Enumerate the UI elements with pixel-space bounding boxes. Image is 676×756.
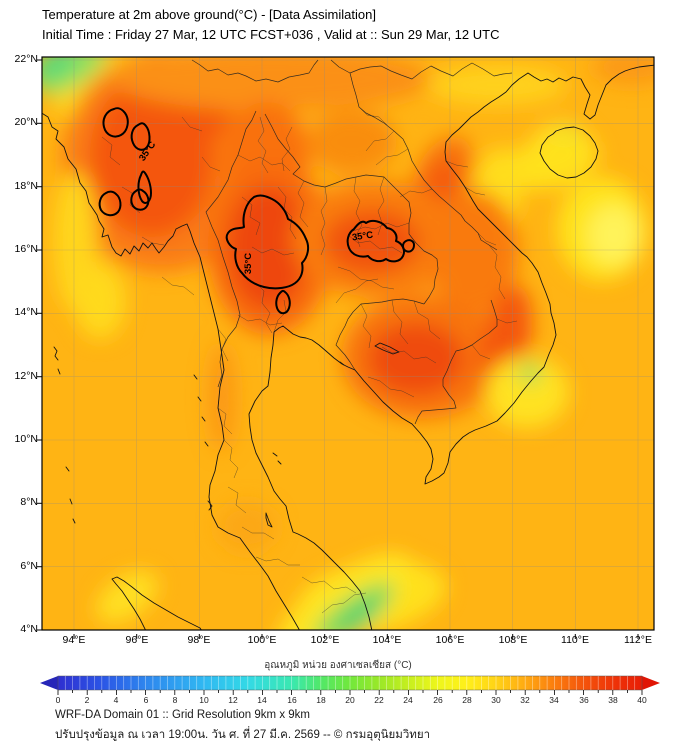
colorbar-tick-label: 16 bbox=[287, 695, 297, 705]
colorbar-tick-label: 0 bbox=[55, 695, 61, 705]
colorbar-tick-label: 4 bbox=[113, 695, 119, 705]
colorbar-tick-label: 22 bbox=[374, 695, 384, 705]
colorbar-tick-label: 40 bbox=[637, 695, 647, 705]
colorbar-left-arrow bbox=[40, 676, 58, 690]
lon-tick-label: 96°E bbox=[125, 634, 149, 646]
lat-tick-label: 18°N bbox=[14, 180, 38, 192]
lat-tick-label: 22°N bbox=[14, 53, 38, 65]
colorbar bbox=[40, 675, 660, 695]
axis-ticks bbox=[37, 59, 639, 639]
colorbar-tick-label: 20 bbox=[345, 695, 355, 705]
colorbar-title: อุณหภูมิ หน่วย องศาเซลเซียส (°C) bbox=[264, 660, 412, 671]
map-frame bbox=[41, 56, 655, 631]
colorbar-tick-label: 6 bbox=[143, 695, 149, 705]
lat-tick-label: 16°N bbox=[14, 243, 38, 255]
colorbar-tick-label: 36 bbox=[579, 695, 589, 705]
colorbar-tick-label: 24 bbox=[403, 695, 413, 705]
colorbar-tick-label: 30 bbox=[491, 695, 501, 705]
colorbar-tick-label: 34 bbox=[549, 695, 559, 705]
lon-tick-label: 106°E bbox=[435, 634, 465, 646]
temperature-field bbox=[42, 57, 654, 630]
lon-tick-label: 112°E bbox=[624, 634, 652, 646]
colorbar-tick-label: 14 bbox=[257, 695, 267, 705]
footer-domain-info: WRF-DA Domain 01 :: Grid Resolution 9km … bbox=[55, 709, 310, 721]
lon-tick-label: 104°E bbox=[372, 634, 402, 646]
contour-label-central-thailand: 35°C bbox=[243, 252, 255, 275]
lon-tick-label: 94°E bbox=[62, 634, 86, 646]
colorbar-tick-label: 2 bbox=[84, 695, 90, 705]
lat-tick-label: 8°N bbox=[20, 496, 38, 508]
lon-tick-label: 110°E bbox=[561, 634, 589, 646]
colorbar-tick-label: 18 bbox=[316, 695, 326, 705]
colorbar-tick-label: 12 bbox=[228, 695, 238, 705]
colorbar-tick-label: 26 bbox=[433, 695, 443, 705]
lat-tick-label: 14°N bbox=[14, 306, 38, 318]
lon-tick-label: 102°E bbox=[310, 634, 340, 646]
contour-35c bbox=[98, 107, 415, 315]
page-title: Temperature at 2m above ground(°C) - [Da… bbox=[42, 7, 376, 22]
colorbar-tick-label: 32 bbox=[520, 695, 530, 705]
grid-lines bbox=[42, 57, 654, 630]
lon-tick-label: 98°E bbox=[187, 634, 211, 646]
colorbar-tick-label: 10 bbox=[199, 695, 209, 705]
lon-tick-label: 108°E bbox=[498, 634, 528, 646]
footer-update-info: ปรับปรุงข้อมูล ณ เวลา 19:00น. วัน ศ. ที่… bbox=[55, 729, 431, 741]
colorbar-tick-label: 8 bbox=[172, 695, 178, 705]
lat-tick-label: 4°N bbox=[20, 623, 38, 635]
lon-tick-label: 100°E bbox=[247, 634, 277, 646]
page-subtitle: Initial Time : Friday 27 Mar, 12 UTC FCS… bbox=[42, 27, 500, 42]
coastlines bbox=[42, 64, 654, 630]
lat-tick-label: 12°N bbox=[14, 370, 38, 382]
colorbar-right-arrow bbox=[642, 676, 660, 690]
colorbar-tick-label: 28 bbox=[462, 695, 472, 705]
lat-tick-label: 20°N bbox=[14, 116, 38, 128]
map-plot bbox=[37, 56, 655, 639]
lat-tick-label: 10°N bbox=[14, 433, 38, 445]
colorbar-tick-label: 38 bbox=[608, 695, 618, 705]
province-boundaries bbox=[101, 106, 518, 614]
colorbar-segment-lines bbox=[64, 676, 636, 690]
colorbar-ticks bbox=[57, 690, 643, 695]
lat-tick-label: 6°N bbox=[20, 560, 38, 572]
